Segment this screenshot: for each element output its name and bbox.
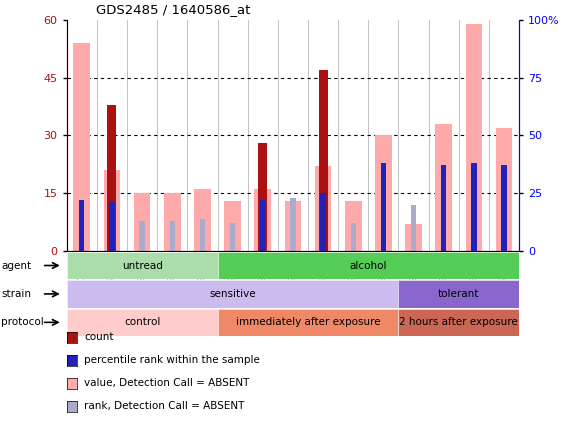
Bar xyxy=(260,200,266,251)
Bar xyxy=(375,135,392,251)
Text: percentile rank within the sample: percentile rank within the sample xyxy=(84,355,260,365)
Text: 2 hours after exposure: 2 hours after exposure xyxy=(400,317,518,327)
Text: tolerant: tolerant xyxy=(438,289,480,299)
Bar xyxy=(258,143,267,251)
Bar xyxy=(436,124,452,251)
Bar xyxy=(345,201,361,251)
Bar xyxy=(200,218,205,251)
Bar xyxy=(169,221,175,251)
Bar xyxy=(255,189,271,251)
Bar xyxy=(501,166,507,251)
Text: strain: strain xyxy=(1,289,31,299)
Text: count: count xyxy=(84,332,114,342)
Text: immediately after exposure: immediately after exposure xyxy=(235,317,380,327)
Bar xyxy=(405,224,422,251)
Bar xyxy=(164,193,180,251)
Text: alcohol: alcohol xyxy=(350,261,387,270)
Bar xyxy=(109,202,115,251)
Text: rank, Detection Call = ABSENT: rank, Detection Call = ABSENT xyxy=(84,401,245,412)
Bar xyxy=(290,198,296,251)
Bar xyxy=(74,43,90,251)
Bar xyxy=(318,70,328,251)
Text: control: control xyxy=(124,317,160,327)
Text: sensitive: sensitive xyxy=(209,289,256,299)
Bar xyxy=(380,163,386,251)
Bar xyxy=(107,105,117,251)
Bar xyxy=(104,170,120,251)
Bar xyxy=(139,221,145,251)
Bar xyxy=(411,205,416,251)
Bar xyxy=(194,189,211,251)
Text: protocol: protocol xyxy=(1,317,44,327)
Bar xyxy=(224,201,241,251)
Bar xyxy=(315,166,331,251)
Text: untread: untread xyxy=(122,261,162,270)
Text: GDS2485 / 1640586_at: GDS2485 / 1640586_at xyxy=(96,3,250,16)
Bar xyxy=(79,200,85,251)
Bar xyxy=(466,24,482,251)
Bar xyxy=(350,223,356,251)
Bar xyxy=(134,193,150,251)
Bar xyxy=(496,128,512,251)
Bar xyxy=(441,166,447,251)
Text: value, Detection Call = ABSENT: value, Detection Call = ABSENT xyxy=(84,378,249,388)
Bar xyxy=(471,163,477,251)
Bar xyxy=(230,223,235,251)
Text: agent: agent xyxy=(1,261,31,270)
Bar xyxy=(320,193,326,251)
Bar xyxy=(285,201,301,251)
